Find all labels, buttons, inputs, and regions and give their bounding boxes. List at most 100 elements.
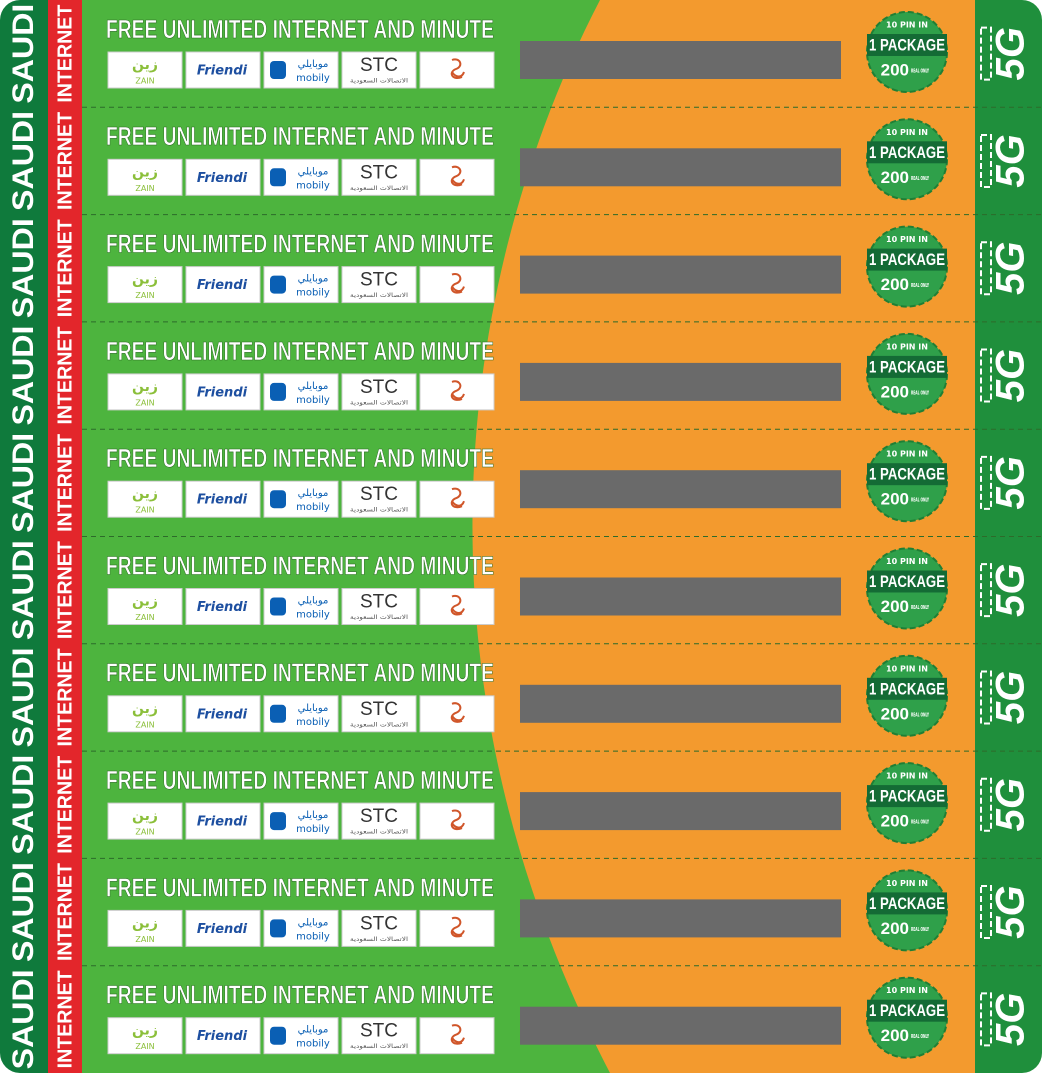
badge-package: 1 PACKAGE bbox=[869, 679, 945, 698]
operator-logo-box bbox=[107, 1017, 183, 1055]
scratch-area bbox=[520, 41, 841, 79]
mobily-logo-text: mobily bbox=[296, 180, 330, 191]
operator-logo-box bbox=[107, 480, 183, 518]
operator-logo-box bbox=[185, 588, 261, 625]
operator-logo-box bbox=[341, 266, 417, 304]
operator-logo-box bbox=[185, 373, 261, 411]
stc-logo-arabic: الاتصالات السعودية bbox=[350, 292, 408, 299]
badge-ribbon bbox=[867, 141, 947, 164]
badge-price: 200 bbox=[881, 1026, 909, 1045]
scratch-area bbox=[520, 899, 841, 938]
fifth-logo-mark bbox=[450, 809, 465, 831]
badge-package: 1 PACKAGE bbox=[869, 465, 945, 484]
operator-logo-box bbox=[185, 266, 261, 304]
mobily-logo-text: mobily bbox=[296, 288, 330, 299]
saudi-label: SAUDI bbox=[7, 540, 40, 640]
badge-ribbon bbox=[867, 999, 947, 1022]
badge-price: 200 bbox=[881, 597, 909, 616]
badge-price: 200 bbox=[881, 60, 909, 79]
stc-logo: STC bbox=[360, 1021, 398, 1042]
badge-pins: 10 PIN IN bbox=[886, 772, 928, 781]
card-title: FREE UNLIMITED INTERNET AND MINUTE bbox=[106, 14, 494, 44]
badge-note: REAL ONLY bbox=[911, 69, 929, 75]
zain-logo-text: ZAIN bbox=[135, 77, 154, 86]
stc-logo: STC bbox=[360, 913, 398, 934]
network-tag: 5G bbox=[989, 456, 1033, 509]
operator-logo-box bbox=[107, 909, 183, 947]
scratch-area bbox=[520, 792, 841, 831]
card-title: FREE UNLIMITED INTERNET AND MINUTE bbox=[106, 550, 494, 580]
zain-logo-text: ZAIN bbox=[135, 506, 154, 515]
badge-pins: 10 PIN IN bbox=[886, 879, 928, 888]
badge-pins: 10 PIN IN bbox=[886, 557, 928, 566]
badge-pins: 10 PIN IN bbox=[886, 128, 928, 137]
scratch-card: FREE UNLIMITED INTERNET AND MINUTE زين ZAI… bbox=[82, 321, 1042, 415]
card-title: FREE UNLIMITED INTERNET AND MINUTE bbox=[106, 121, 494, 151]
badge-package: 1 PACKAGE bbox=[869, 143, 945, 162]
internet-label: INTERNET bbox=[54, 219, 76, 317]
badge-price: 200 bbox=[881, 812, 909, 831]
friendi-logo: Friendi bbox=[197, 385, 248, 400]
operator-logo-box bbox=[419, 909, 495, 947]
tag-lines bbox=[980, 26, 992, 81]
friendi-logo: Friendi bbox=[197, 64, 248, 79]
stc-logo-arabic: الاتصالات السعودية bbox=[350, 78, 408, 85]
mobily-logo-text: mobily bbox=[296, 502, 330, 513]
badge-note: REAL ONLY bbox=[911, 712, 929, 718]
mobily-logo-arabic: موبايلي bbox=[298, 596, 329, 607]
tag-lines bbox=[980, 777, 992, 832]
badge-ribbon bbox=[867, 892, 947, 915]
scratch-card: FREE UNLIMITED INTERNET AND MINUTE زين ZAI… bbox=[82, 106, 1042, 201]
badge-price: 200 bbox=[881, 704, 909, 723]
stc-logo: STC bbox=[360, 484, 398, 505]
badge-package: 1 PACKAGE bbox=[869, 35, 945, 54]
network-tag: 5G bbox=[989, 778, 1033, 831]
friendi-logo: Friendi bbox=[197, 278, 248, 293]
operator-logo-box bbox=[107, 51, 183, 89]
fifth-logo-mark bbox=[450, 916, 465, 938]
mobily-logo-text: mobily bbox=[296, 73, 330, 84]
zain-logo-text: ZAIN bbox=[135, 828, 154, 837]
mobily-logo-arabic: موبايلي bbox=[298, 166, 329, 177]
operator-logo-box bbox=[419, 266, 495, 304]
card-title: FREE UNLIMITED INTERNET AND MINUTE bbox=[106, 443, 494, 473]
operator-logo-box bbox=[107, 802, 183, 840]
badge-ribbon bbox=[867, 248, 947, 271]
friendi-logo: Friendi bbox=[197, 171, 248, 186]
operator-logo-box bbox=[263, 158, 339, 196]
saudi-label: SAUDI bbox=[7, 4, 40, 104]
scratch-area bbox=[520, 577, 841, 616]
stc-logo-arabic: الاتصالات السعودية bbox=[350, 185, 408, 192]
friendi-logo: Friendi bbox=[197, 815, 248, 830]
friendi-logo: Friendi bbox=[197, 600, 248, 615]
operator-logo-box bbox=[341, 158, 417, 196]
saudi-label: SAUDI bbox=[7, 218, 40, 318]
operator-logo-box bbox=[185, 802, 261, 840]
operator-logo-box bbox=[185, 51, 261, 89]
operator-logo-box bbox=[341, 695, 417, 733]
scratch-card: FREE UNLIMITED INTERNET AND MINUTE زين ZAI… bbox=[82, 857, 1042, 952]
mobily-logo-text: mobily bbox=[296, 824, 330, 835]
mobily-logo-arabic: موبايلي bbox=[298, 703, 329, 714]
tag-lines bbox=[980, 670, 992, 725]
tag-lines bbox=[980, 563, 992, 618]
badge-package: 1 PACKAGE bbox=[869, 250, 945, 269]
badge-package: 1 PACKAGE bbox=[869, 572, 945, 591]
friendi-logo: Friendi bbox=[197, 707, 248, 722]
stc-logo: STC bbox=[360, 806, 398, 827]
friendi-logo: Friendi bbox=[197, 1029, 248, 1044]
stc-logo-arabic: الاتصالات السعودية bbox=[350, 721, 408, 728]
stc-logo: STC bbox=[360, 592, 398, 613]
network-tag: 5G bbox=[989, 349, 1033, 402]
badge-package: 1 PACKAGE bbox=[869, 1001, 945, 1020]
fifth-logo-mark bbox=[450, 487, 465, 509]
badge-pins: 10 PIN IN bbox=[886, 21, 928, 30]
tag-lines bbox=[980, 241, 992, 296]
operator-logo-box bbox=[419, 480, 495, 518]
operator-logo-box bbox=[185, 695, 261, 733]
badge-price: 200 bbox=[881, 919, 909, 938]
operator-logo-box bbox=[107, 695, 183, 733]
operator-logo-box bbox=[419, 588, 495, 625]
zain-logo-text: ZAIN bbox=[135, 184, 154, 193]
operator-logo-box bbox=[419, 695, 495, 733]
